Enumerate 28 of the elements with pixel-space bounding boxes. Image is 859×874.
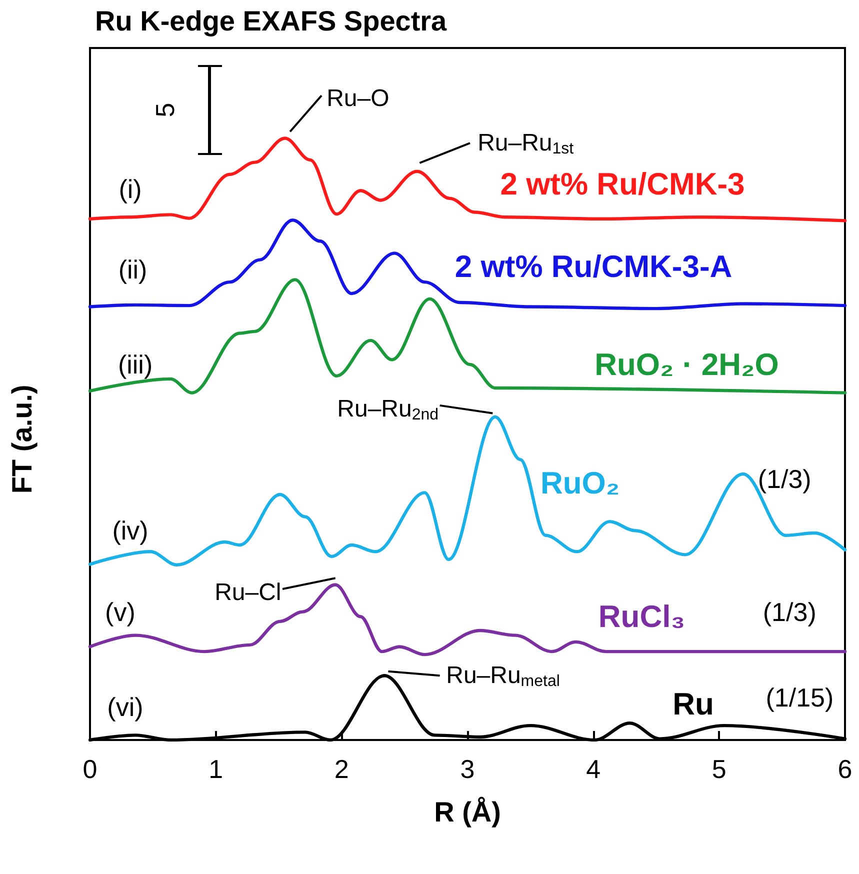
x-tick-label: 6 xyxy=(838,754,852,784)
x-tick-label: 3 xyxy=(460,754,475,784)
annotation: (iv) xyxy=(112,516,148,546)
x-tick-label: 0 xyxy=(82,754,98,784)
x-tick-label: 2 xyxy=(334,754,349,784)
scale-ruler: 5 xyxy=(158,64,222,156)
series-label: RuCl₃ xyxy=(598,599,686,634)
x-tick-label: 5 xyxy=(712,754,726,784)
annotation: Ru–Cl xyxy=(214,579,282,606)
series-label: RuO₂ · 2H₂O xyxy=(594,347,779,382)
annotation: (vi) xyxy=(107,692,144,722)
x-tick-label: 4 xyxy=(586,754,601,784)
series-label: Ru xyxy=(672,686,714,722)
annotation: Ru–O xyxy=(326,85,390,112)
annotation: (iii) xyxy=(118,350,153,380)
series-label: 2 wt% Ru/CMK-3 xyxy=(500,166,745,202)
annotation: (1/15) xyxy=(766,682,834,712)
series-label: RuO₂ xyxy=(540,466,620,501)
series-label: 2 wt% Ru/CMK-3-A xyxy=(454,248,732,284)
annotation: (v) xyxy=(105,596,136,627)
annotation: (i) xyxy=(118,174,142,204)
chart-title: Ru K-edge EXAFS Spectra xyxy=(95,6,448,36)
annotation: (1/3) xyxy=(762,596,816,627)
annotation: (1/3) xyxy=(758,464,812,494)
annotation: (ii) xyxy=(118,254,148,284)
y-axis-title: FT (a.u.) xyxy=(6,384,38,494)
x-tick-label: 1 xyxy=(208,754,224,784)
x-axis-title: R (Å) xyxy=(434,796,501,828)
